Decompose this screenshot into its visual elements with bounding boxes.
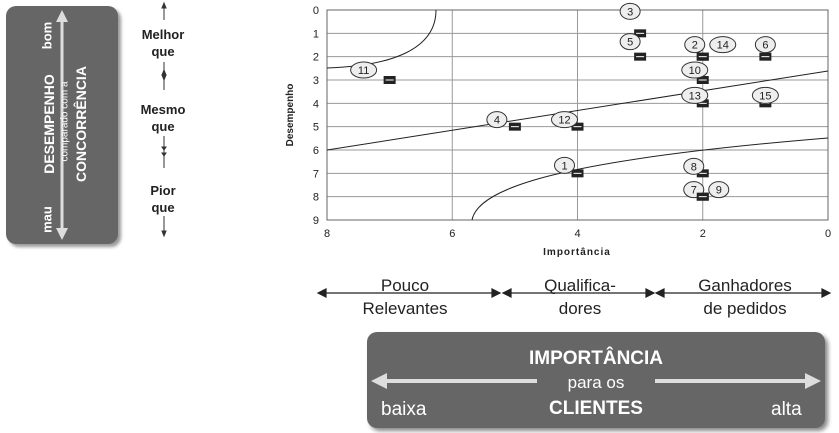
same-label: Mesmo que bbox=[128, 101, 198, 135]
data-point-12: 12 bbox=[551, 111, 584, 131]
boundary-curve-bottom bbox=[471, 137, 829, 221]
point-label: 6 bbox=[762, 40, 768, 52]
point-label-bubble bbox=[751, 86, 779, 104]
chart-boundary-curves bbox=[326, 9, 829, 221]
boundary-line-middle bbox=[326, 70, 829, 151]
point-label-bubble bbox=[709, 36, 737, 54]
point-label-bubble bbox=[486, 111, 508, 129]
data-point-14: 14 bbox=[696, 36, 737, 61]
point-label: 3 bbox=[627, 6, 633, 18]
importance-arrow bbox=[371, 373, 821, 389]
category-low-1: Pouco bbox=[380, 276, 430, 295]
category-mid: Qualifica- dores bbox=[505, 275, 655, 319]
point-label-bubble bbox=[754, 36, 776, 54]
worse-label: Pior que bbox=[128, 182, 198, 216]
x-tick-label: 2 bbox=[700, 228, 706, 240]
y-tick-label: 1 bbox=[313, 28, 319, 40]
category-high: Ganhadores de pedidos bbox=[665, 275, 825, 319]
same-text-1: Mesmo bbox=[140, 102, 186, 117]
point-label-bubble bbox=[619, 33, 641, 51]
data-point-1: 1 bbox=[554, 156, 584, 178]
better-text-2: que bbox=[151, 44, 175, 59]
importance-subtitle: para os bbox=[567, 373, 625, 392]
point-label-bubble bbox=[551, 111, 578, 129]
y-tick-label: 3 bbox=[313, 75, 319, 87]
data-point-5: 5 bbox=[619, 33, 647, 61]
point-label: 12 bbox=[558, 115, 570, 127]
point-label: 5 bbox=[627, 37, 633, 49]
category-mid-1: Qualifica- bbox=[544, 276, 616, 295]
data-point-13: 13 bbox=[681, 86, 709, 108]
x-axis-label: Importância bbox=[543, 247, 611, 258]
worse-text-2: que bbox=[151, 200, 175, 215]
point-label: 13 bbox=[689, 90, 701, 102]
point-label: 2 bbox=[692, 40, 698, 52]
clients-label: CLIENTES bbox=[549, 398, 643, 419]
point-label: 14 bbox=[717, 40, 729, 52]
comparison-arrows bbox=[161, 1, 167, 238]
importance-title: IMPORTÂNCIA bbox=[528, 348, 664, 369]
same-text-2: que bbox=[151, 119, 175, 134]
category-mid-2: dores bbox=[558, 299, 602, 318]
data-point-3: 3 bbox=[619, 2, 647, 38]
data-point-8: 8 bbox=[683, 157, 709, 178]
high-label: alta bbox=[771, 399, 802, 420]
point-label-bubble bbox=[708, 181, 730, 199]
category-low-2: Relevantes bbox=[362, 299, 448, 318]
point-label: 10 bbox=[689, 65, 701, 77]
data-point-15: 15 bbox=[751, 86, 779, 108]
category-high-1: Ganhadores bbox=[698, 276, 792, 295]
x-tick-label: 0 bbox=[825, 228, 831, 240]
category-arrows bbox=[316, 288, 832, 298]
better-text-1: Melhor bbox=[141, 27, 185, 42]
x-tick-label: 4 bbox=[574, 228, 580, 240]
x-tick-label: 6 bbox=[449, 228, 455, 240]
data-point-10: 10 bbox=[681, 61, 709, 84]
chart-grid bbox=[326, 9, 829, 221]
better-label: Melhor que bbox=[128, 26, 198, 60]
worse-text-1: Pior bbox=[150, 183, 176, 198]
point-label: 7 bbox=[691, 185, 697, 197]
y-tick-label: 9 bbox=[313, 215, 319, 227]
data-point-6: 6 bbox=[754, 36, 776, 61]
point-label-bubble bbox=[554, 156, 575, 174]
y-tick-label: 7 bbox=[313, 168, 319, 180]
category-high-2: de pedidos bbox=[703, 299, 787, 318]
point-label-bubble bbox=[619, 2, 641, 20]
performance-arrow bbox=[56, 10, 68, 240]
point-label-bubble bbox=[350, 61, 378, 79]
y-tick-label: 0 bbox=[313, 5, 319, 17]
point-label-bubble bbox=[684, 36, 706, 54]
data-point-4: 4 bbox=[486, 111, 521, 131]
point-label: 8 bbox=[691, 161, 697, 173]
x-tick-label: 8 bbox=[324, 228, 330, 240]
point-label: 11 bbox=[358, 65, 369, 77]
performance-panel: bom mau DESEMPENHO comparado com a CONCO… bbox=[6, 6, 118, 244]
y-tick-label: 8 bbox=[313, 192, 319, 204]
data-point-11: 11 bbox=[350, 61, 396, 84]
data-point-9: 9 bbox=[696, 181, 730, 201]
plot-frame bbox=[326, 9, 829, 221]
point-label: 4 bbox=[494, 115, 500, 127]
low-label: baixa bbox=[381, 399, 427, 420]
point-label-bubble bbox=[683, 157, 705, 175]
point-label: 15 bbox=[759, 90, 771, 102]
y-tick-label: 2 bbox=[313, 52, 319, 64]
y-axis-label: Desempenho bbox=[285, 84, 296, 147]
boundary-curve-top-left bbox=[326, 9, 437, 69]
y-tick-label: 5 bbox=[313, 122, 319, 134]
point-label-bubble bbox=[681, 61, 709, 79]
importance-panel: IMPORTÂNCIA para os CLIENTES baixa alta bbox=[367, 332, 825, 428]
point-label: 9 bbox=[716, 185, 722, 197]
point-label-bubble bbox=[681, 86, 709, 104]
point-label: 1 bbox=[561, 160, 567, 172]
y-tick-label: 4 bbox=[313, 98, 319, 110]
y-tick-label: 6 bbox=[313, 145, 319, 157]
category-low: Pouco Relevantes bbox=[330, 275, 480, 319]
